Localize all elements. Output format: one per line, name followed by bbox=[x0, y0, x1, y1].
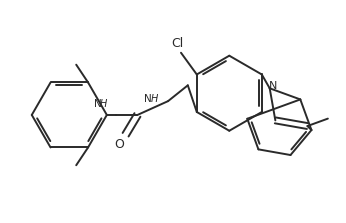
Text: H: H bbox=[151, 94, 158, 104]
Text: N: N bbox=[268, 81, 277, 91]
Text: O: O bbox=[115, 138, 125, 151]
Text: N: N bbox=[94, 99, 102, 109]
Text: N: N bbox=[144, 94, 152, 104]
Text: Cl: Cl bbox=[171, 37, 183, 50]
Text: H: H bbox=[100, 99, 108, 109]
